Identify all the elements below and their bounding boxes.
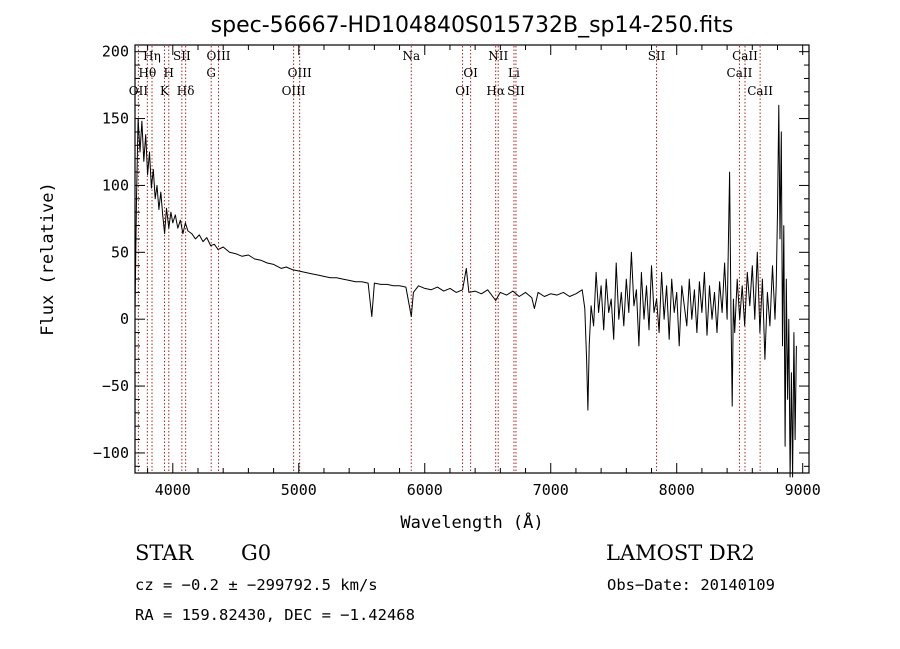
x-tick-label: 9000 [785, 481, 821, 499]
spectral-line-label: OI [455, 84, 470, 98]
spectral-line-label: Hα [486, 84, 505, 98]
y-tick-label: −50 [102, 377, 129, 395]
spectrum-line-flux [134, 104, 797, 478]
x-axis-label: Wavelength (Å) [400, 511, 543, 533]
x-tick-label: 7000 [533, 481, 569, 499]
spectral-line-label: Li [508, 66, 520, 80]
x-tick-label: 4000 [155, 481, 191, 499]
spectral-line-label: K [160, 84, 170, 98]
spectral-line-label: NII [488, 49, 508, 63]
object-subclass: G0 [241, 541, 271, 565]
spectral-line-label: G [206, 66, 216, 80]
spectrum-series [134, 104, 797, 478]
spectral-line-label: Na [402, 49, 420, 63]
spectral-line-label: Hη [143, 49, 161, 63]
spectral-line-markers [137, 46, 761, 472]
y-tick-label: 0 [120, 310, 129, 328]
y-axis-ticks: 200 150 100 50 0 −50 −100 [93, 43, 809, 467]
survey-name: LAMOST DR2 [606, 541, 755, 565]
obs-date: Obs−Date: 20140109 [607, 576, 775, 594]
y-tick-label: 100 [102, 176, 129, 194]
y-tick-label: 200 [102, 43, 129, 61]
y-tick-label: 50 [111, 243, 129, 261]
spectral-line-label: OI [463, 66, 478, 80]
spectral-line-label: SII [507, 84, 525, 98]
y-tick-label: −100 [93, 444, 129, 462]
spectral-line-label: Hθ [138, 66, 156, 80]
spectral-line-labels: Hη Hθ OII HK SII Hδ OIII G OIII OIII Na OI OI NIILiHα… [129, 49, 774, 98]
spectral-line-label: H [164, 66, 174, 80]
redshift-readout: cz = −0.2 ± −299792.5 km/s [135, 576, 378, 594]
spectral-line-label: SII [648, 49, 666, 63]
object-class: STAR [135, 541, 194, 565]
y-axis-label: Flux (relative) [38, 182, 58, 336]
plot-frame [134, 44, 810, 474]
spectral-line-label: CaII [727, 66, 753, 80]
x-tick-label: 5000 [281, 481, 317, 499]
spectral-line-label: OIII [206, 49, 230, 63]
chart-title: spec-56667-HD104840S015732B_sp14-250.fit… [211, 13, 734, 38]
spectral-line-label: OII [129, 84, 149, 98]
spectral-line-label: CaII [747, 84, 773, 98]
x-axis-ticks: 4000 5000 6000 7000 8000 9000 [147, 45, 821, 499]
spectral-line-label: Hδ [177, 84, 195, 98]
spectral-line-label: OIII [288, 66, 312, 80]
spectral-line-label: SII [173, 49, 191, 63]
coordinates-readout: RA = 159.82430, DEC = −1.42468 [135, 606, 415, 624]
x-tick-label: 6000 [407, 481, 443, 499]
y-tick-label: 150 [102, 110, 129, 128]
spectral-line-label: CaII [732, 49, 758, 63]
x-tick-label: 8000 [659, 481, 695, 499]
spectral-line-label: OIII [282, 84, 306, 98]
